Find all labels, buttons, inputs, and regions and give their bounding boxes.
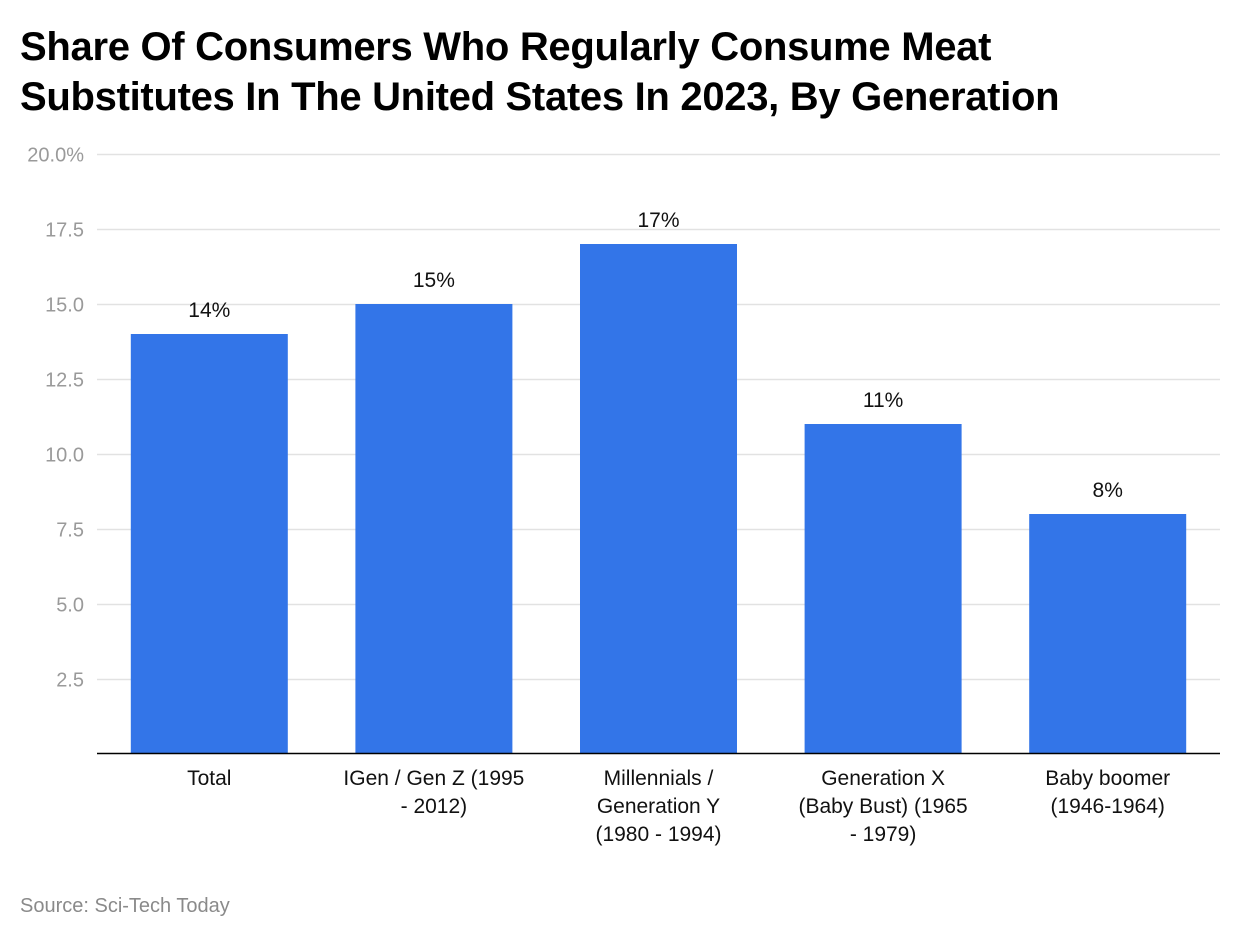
data-label: 8%: [1093, 479, 1123, 502]
x-axis-ticks: Total IGen / Gen Z (1995 - 2012) Millennial…: [187, 767, 1170, 846]
bar: [130, 334, 288, 754]
y-tick-label: 17.5: [45, 220, 84, 242]
x-tick-label-line: (1946-1964): [1050, 795, 1164, 818]
data-label: 17%: [637, 209, 679, 232]
y-tick-label: 15.0: [45, 295, 84, 317]
bar: [804, 424, 962, 754]
x-tick-label: Generation X (Baby Bust) (1965 - 1979): [798, 767, 967, 846]
y-tick-label: 12.5: [45, 370, 84, 392]
y-tick-label: 10.0: [45, 445, 84, 467]
x-tick-label-line: Millennials /: [604, 767, 714, 790]
y-tick-label: 7.5: [56, 520, 84, 542]
x-tick-label-line: Total: [187, 767, 231, 790]
x-tick-label-line: IGen / Gen Z (1995: [343, 767, 524, 790]
y-tick-label: 5.0: [56, 595, 84, 617]
x-tick-label: IGen / Gen Z (1995 - 2012): [343, 767, 524, 818]
data-label: 15%: [413, 269, 455, 292]
x-tick-label-line: Baby boomer: [1045, 767, 1170, 790]
x-tick-label-line: (1980 - 1994): [595, 823, 721, 846]
x-tick-label-line: (Baby Bust) (1965: [798, 795, 967, 818]
x-tick-label-line: - 1979): [850, 823, 917, 846]
bar: [1029, 514, 1187, 754]
source-note: Source: Sci-Tech Today: [20, 895, 230, 917]
x-tick-label-line: - 2012): [401, 795, 468, 818]
data-labels: 14% 15% 17% 11% 8%: [188, 209, 1123, 502]
bar: [580, 244, 737, 754]
data-label: 11%: [863, 389, 903, 412]
y-axis-ticks: 2.5 5.0 7.5 10.0 12.5 15.0 17.5 20.0%: [27, 145, 84, 692]
x-tick-label-line: Generation X: [821, 767, 945, 790]
y-tick-label: 20.0%: [27, 145, 84, 167]
data-label: 14%: [188, 299, 230, 322]
bars: [130, 244, 1187, 754]
x-tick-label-line: Generation Y: [597, 795, 720, 818]
x-tick-label: Millennials / Generation Y (1980 - 1994): [595, 767, 721, 846]
x-tick-label: Total: [187, 767, 231, 790]
x-tick-label: Baby boomer (1946-1964): [1045, 767, 1170, 818]
bar: [355, 304, 513, 754]
y-tick-label: 2.5: [56, 670, 84, 692]
chart-title: Share Of Consumers Who Regularly Consume…: [20, 25, 1060, 119]
